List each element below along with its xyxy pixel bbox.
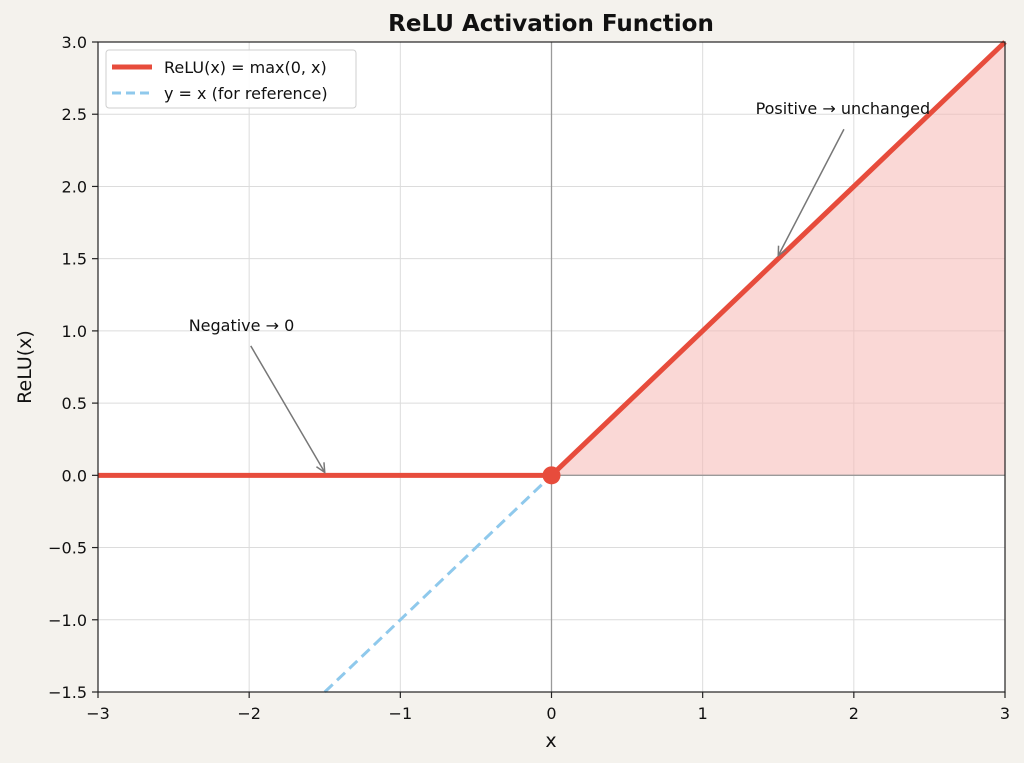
- y-tick-label: 1.5: [62, 250, 87, 269]
- annotation-arrowhead: [316, 462, 326, 474]
- annotation-arrow: [250, 345, 326, 473]
- annotation-text: Positive → unchanged: [756, 99, 931, 118]
- y-tick-label: 3.0: [62, 33, 87, 52]
- y-axis: −1.5 −1.0 −0.5 0.0 0.5 1.0 1.5 2.0 2.5 3.0: [48, 33, 98, 702]
- legend-box: [105, 49, 357, 109]
- annotation-arrow: [777, 128, 845, 257]
- x-tick-label: −3: [86, 704, 110, 723]
- y-tick-label: −0.5: [48, 539, 87, 558]
- x-axis: −3 −2 −1 0 1 2 3: [86, 692, 1010, 723]
- annotations: Negative → 0 Positive → unchanged: [189, 99, 931, 474]
- annotation-text: Negative → 0: [189, 316, 295, 335]
- y-tick-label: 2.0: [62, 177, 87, 196]
- series-layer: [98, 40, 1007, 694]
- legend: ReLU(x) = max(0, x) y = x (for reference): [105, 49, 357, 109]
- legend-label: ReLU(x) = max(0, x): [164, 58, 327, 77]
- y-tick-label: −1.0: [48, 611, 87, 630]
- y-tick-label: 0.0: [62, 466, 87, 485]
- x-tick-label: 1: [698, 704, 708, 723]
- x-tick-label: −1: [389, 704, 413, 723]
- x-tick-label: 3: [1000, 704, 1010, 723]
- y-tick-label: −1.5: [48, 683, 87, 702]
- y-tick-label: 1.0: [62, 322, 87, 341]
- x-tick-label: −2: [237, 704, 261, 723]
- origin-marker: [542, 466, 561, 485]
- x-tick-label: 2: [849, 704, 859, 723]
- chart-title: ReLU Activation Function: [388, 11, 714, 37]
- x-tick-label: 0: [546, 704, 556, 723]
- y-tick-label: 0.5: [62, 394, 87, 413]
- y-axis-label: ReLU(x): [14, 330, 36, 404]
- x-axis-label: x: [545, 730, 556, 752]
- y-tick-label: 2.5: [62, 105, 87, 124]
- annotation-arrowhead: [777, 245, 787, 258]
- reference-identity-line: [323, 474, 553, 694]
- legend-label: y = x (for reference): [164, 84, 328, 103]
